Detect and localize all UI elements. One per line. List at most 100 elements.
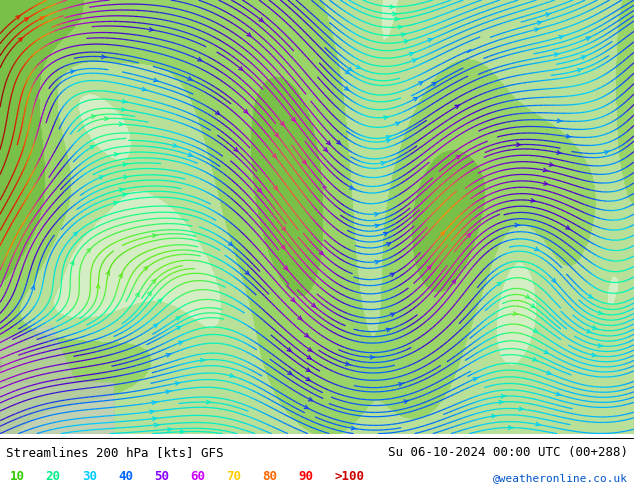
FancyArrowPatch shape: [158, 299, 162, 303]
FancyArrowPatch shape: [531, 198, 536, 202]
FancyArrowPatch shape: [515, 223, 520, 227]
FancyArrowPatch shape: [543, 168, 548, 172]
FancyArrowPatch shape: [257, 188, 261, 192]
FancyArrowPatch shape: [473, 377, 479, 381]
FancyArrowPatch shape: [153, 324, 157, 328]
FancyArrowPatch shape: [114, 152, 119, 156]
FancyArrowPatch shape: [533, 329, 538, 332]
FancyArrowPatch shape: [533, 358, 538, 361]
FancyArrowPatch shape: [519, 407, 524, 411]
FancyArrowPatch shape: [566, 226, 570, 229]
FancyArrowPatch shape: [90, 146, 94, 149]
FancyArrowPatch shape: [554, 53, 560, 56]
FancyArrowPatch shape: [198, 58, 202, 61]
Text: 20: 20: [46, 470, 61, 483]
FancyArrowPatch shape: [398, 25, 403, 29]
FancyArrowPatch shape: [307, 348, 312, 351]
FancyArrowPatch shape: [105, 117, 110, 121]
FancyArrowPatch shape: [173, 144, 178, 147]
FancyArrowPatch shape: [441, 232, 444, 236]
FancyArrowPatch shape: [531, 304, 535, 308]
FancyArrowPatch shape: [452, 280, 456, 284]
FancyArrowPatch shape: [345, 70, 349, 74]
FancyArrowPatch shape: [549, 163, 555, 166]
FancyArrowPatch shape: [287, 348, 291, 351]
FancyArrowPatch shape: [351, 426, 356, 430]
FancyArrowPatch shape: [384, 116, 389, 120]
FancyArrowPatch shape: [234, 147, 238, 151]
FancyArrowPatch shape: [228, 242, 233, 245]
FancyArrowPatch shape: [386, 328, 391, 332]
FancyArrowPatch shape: [320, 251, 323, 255]
FancyArrowPatch shape: [166, 390, 171, 393]
FancyArrowPatch shape: [122, 193, 127, 196]
FancyArrowPatch shape: [588, 294, 592, 298]
FancyArrowPatch shape: [119, 274, 122, 278]
FancyArrowPatch shape: [604, 151, 610, 154]
FancyArrowPatch shape: [386, 243, 391, 246]
Text: >100: >100: [335, 470, 365, 483]
FancyArrowPatch shape: [513, 312, 518, 316]
FancyArrowPatch shape: [122, 99, 127, 103]
FancyArrowPatch shape: [350, 186, 354, 189]
FancyArrowPatch shape: [306, 368, 310, 371]
Text: 10: 10: [10, 470, 25, 483]
FancyArrowPatch shape: [166, 354, 171, 357]
FancyArrowPatch shape: [396, 122, 399, 125]
FancyArrowPatch shape: [456, 155, 460, 159]
Text: Su 06-10-2024 00:00 UTC (00+288): Su 06-10-2024 00:00 UTC (00+288): [387, 446, 628, 459]
FancyArrowPatch shape: [392, 12, 398, 16]
FancyArrowPatch shape: [598, 344, 603, 347]
Text: 90: 90: [299, 470, 314, 483]
FancyArrowPatch shape: [144, 267, 148, 270]
FancyArrowPatch shape: [74, 232, 77, 236]
FancyArrowPatch shape: [177, 326, 181, 330]
FancyArrowPatch shape: [304, 405, 308, 409]
FancyArrowPatch shape: [534, 247, 539, 250]
FancyArrowPatch shape: [31, 286, 35, 290]
FancyArrowPatch shape: [455, 105, 459, 109]
FancyArrowPatch shape: [491, 415, 496, 418]
FancyArrowPatch shape: [432, 83, 436, 86]
FancyArrowPatch shape: [592, 326, 598, 329]
FancyArrowPatch shape: [181, 430, 185, 434]
FancyArrowPatch shape: [188, 77, 192, 80]
FancyArrowPatch shape: [96, 284, 100, 288]
FancyArrowPatch shape: [152, 401, 157, 404]
FancyArrowPatch shape: [557, 150, 562, 154]
FancyArrowPatch shape: [413, 98, 417, 101]
FancyArrowPatch shape: [176, 317, 180, 320]
FancyArrowPatch shape: [273, 154, 276, 158]
FancyArrowPatch shape: [501, 394, 506, 398]
FancyArrowPatch shape: [155, 423, 159, 427]
FancyArrowPatch shape: [348, 67, 352, 71]
FancyArrowPatch shape: [247, 33, 251, 36]
FancyArrowPatch shape: [467, 234, 471, 237]
FancyArrowPatch shape: [167, 428, 172, 431]
Text: @weatheronline.co.uk: @weatheronline.co.uk: [493, 473, 628, 483]
FancyArrowPatch shape: [395, 18, 399, 21]
FancyArrowPatch shape: [381, 162, 386, 165]
FancyArrowPatch shape: [152, 234, 157, 238]
FancyArrowPatch shape: [291, 298, 295, 302]
FancyArrowPatch shape: [281, 245, 285, 249]
FancyArrowPatch shape: [356, 65, 360, 69]
FancyArrowPatch shape: [274, 186, 278, 190]
FancyArrowPatch shape: [119, 122, 124, 126]
FancyArrowPatch shape: [559, 36, 564, 39]
FancyArrowPatch shape: [40, 17, 44, 20]
FancyArrowPatch shape: [176, 382, 181, 385]
FancyArrowPatch shape: [288, 371, 292, 374]
FancyArrowPatch shape: [566, 134, 571, 138]
FancyArrowPatch shape: [386, 136, 391, 139]
FancyArrowPatch shape: [24, 18, 29, 21]
FancyArrowPatch shape: [298, 316, 302, 320]
FancyArrowPatch shape: [216, 111, 219, 115]
FancyArrowPatch shape: [327, 141, 330, 145]
FancyArrowPatch shape: [412, 59, 417, 62]
FancyArrowPatch shape: [304, 333, 309, 337]
FancyArrowPatch shape: [587, 329, 592, 333]
FancyArrowPatch shape: [87, 248, 91, 252]
FancyArrowPatch shape: [179, 341, 184, 344]
Text: 50: 50: [154, 470, 169, 483]
